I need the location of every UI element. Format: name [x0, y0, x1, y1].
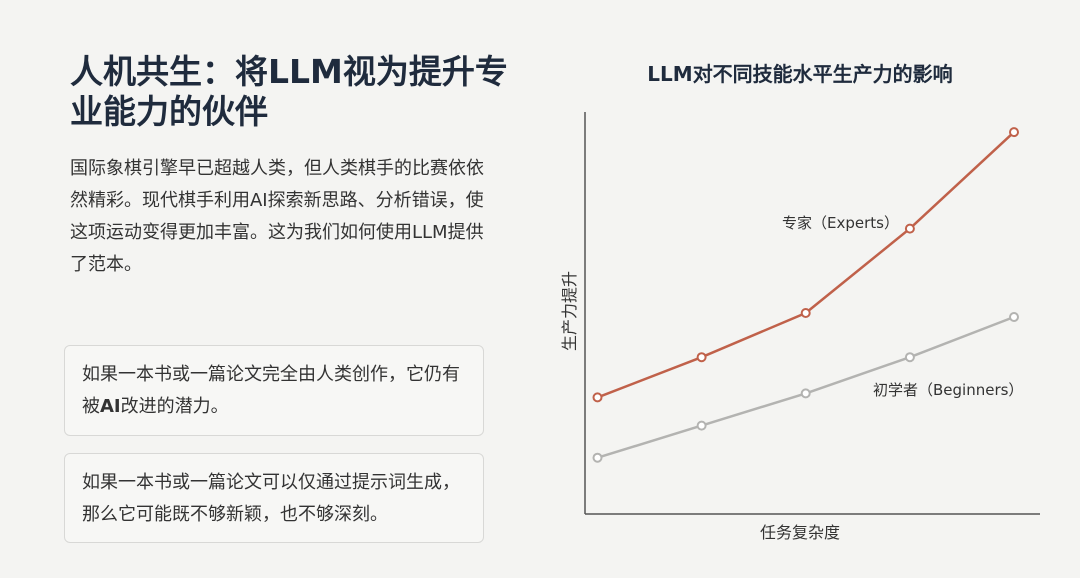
quote-highlight: AI: [100, 396, 121, 417]
x-axis-title: 任务复杂度: [759, 523, 840, 542]
quote-text-before: 如果一本书或一篇论文完全由人类创作，它仍有被: [82, 364, 460, 417]
data-point-beginners-1: [592, 452, 603, 463]
data-point-beginners-4: [904, 352, 915, 363]
data-point-experts-5: [1009, 127, 1019, 138]
series-line-experts: [597, 131, 1015, 399]
quote-card-prompt-generated: 如果一本书或一篇论文可以仅通过提示词生成，那么它可能既不够新颖，也不够深刻。: [64, 453, 484, 543]
intro-paragraph: 国际象棋引擎早已超越人类，但人类棋手的比赛依依然精彩。现代棋手利用AI探索新思路…: [70, 158, 484, 275]
series-label-beginners: 初学者（Beginners）: [873, 381, 1024, 399]
chart-title: LLM对不同技能水平生产力的影响: [647, 62, 953, 86]
series-label-experts: 专家（Experts）: [782, 214, 899, 232]
data-point-experts-1: [592, 392, 603, 403]
data-point-beginners-2: [696, 420, 707, 431]
quote-text: 如果一本书或一篇论文可以仅通过提示词生成，那么它可能既不够新颖，也不够深刻。: [82, 472, 460, 525]
data-point-experts-4: [904, 223, 915, 234]
data-point-beginners-5: [1009, 312, 1019, 322]
quote-card-ai-improvement: 如果一本书或一篇论文完全由人类创作，它仍有被AI改进的潜力。: [64, 345, 484, 436]
data-point-experts-2: [696, 352, 707, 363]
page-title: 人机共生：将LLM视为提升专业能力的伙伴: [70, 52, 508, 131]
data-point-experts-3: [800, 308, 811, 318]
y-axis-title: 生产力提升: [560, 271, 579, 352]
quote-text-after: 改进的潜力。: [120, 396, 229, 417]
data-point-beginners-3: [800, 388, 811, 399]
